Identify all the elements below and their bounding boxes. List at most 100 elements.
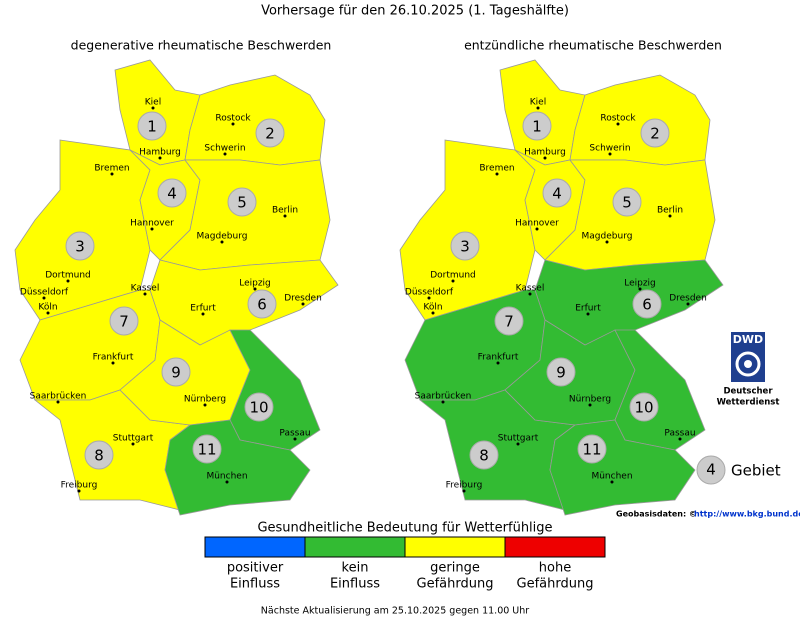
region-circle: [109, 306, 139, 336]
source-link[interactable]: http://www.bkg.bund.de: [694, 510, 800, 519]
title: Vorhersage für den 26.10.2025 (1. Tagesh…: [261, 4, 569, 19]
region-number: 9: [171, 364, 181, 382]
city-dot: [220, 240, 224, 244]
region-number: 2: [650, 125, 660, 143]
city-dot: [42, 296, 46, 300]
city-label: Magdeburg: [582, 232, 633, 242]
legend-label: Einfluss: [230, 577, 280, 592]
city-dot: [143, 292, 147, 296]
region-circle: [65, 231, 95, 261]
dwd-logo: DWD Deutscher Wetterdienst: [717, 332, 780, 408]
city-label: Köln: [423, 303, 442, 313]
city-dot: [201, 312, 205, 316]
city-dot: [223, 152, 227, 156]
map-subtitle: entzündliche rheumatische Beschwerden: [464, 38, 722, 53]
region-circle: [632, 289, 662, 319]
city-label: Hannover: [130, 219, 174, 229]
city-dot: [441, 400, 445, 404]
key-number: 4: [706, 461, 716, 479]
city-dot: [56, 400, 60, 404]
region-number: 3: [75, 238, 85, 256]
city-dot: [608, 152, 612, 156]
city-label: Stuttgart: [498, 434, 539, 444]
region-number: 7: [119, 313, 129, 331]
city-label: Passau: [664, 429, 695, 439]
region-number: 5: [622, 194, 632, 212]
legend-label: hohe: [539, 561, 571, 576]
region-circle: [157, 178, 187, 208]
city-label: Dresden: [669, 294, 707, 304]
region-number: 10: [634, 399, 653, 417]
city-label: Saarbrücken: [30, 392, 87, 402]
city-label: Kiel: [530, 98, 546, 108]
city-label: Düsseldorf: [405, 288, 454, 298]
city-label: Schwerin: [204, 144, 245, 154]
city-label: Saarbrücken: [415, 392, 472, 402]
region-number: 8: [479, 447, 489, 465]
logo-mark: DWD: [733, 333, 763, 346]
region-circle: [612, 187, 642, 217]
region-circle: [577, 434, 607, 464]
legend-label: positiver: [227, 561, 284, 576]
city-dot: [301, 302, 305, 306]
legend-label: geringe: [430, 561, 480, 576]
city-dot: [610, 480, 614, 484]
city-dot: [66, 279, 70, 283]
legend-label: kein: [342, 561, 369, 576]
city-dot: [586, 312, 590, 316]
region-circle: [227, 187, 257, 217]
city-dot: [111, 361, 115, 365]
city-label: Magdeburg: [197, 232, 248, 242]
city-dot: [158, 156, 162, 160]
city-label: Freiburg: [61, 481, 98, 491]
region-number: 1: [532, 118, 542, 136]
city-dot: [203, 403, 207, 407]
city-label: Köln: [38, 303, 57, 313]
region-number: 6: [642, 296, 652, 314]
region-number: 11: [582, 441, 601, 459]
city-label: Berlin: [272, 206, 298, 216]
city-dot: [46, 311, 50, 315]
city-label: Dortmund: [430, 271, 476, 281]
region-circle: [255, 118, 285, 148]
source-label: Geobasisdaten: ©: [616, 510, 697, 519]
city-label: Rostock: [600, 114, 636, 124]
city-dot: [293, 437, 297, 441]
city-dot: [150, 227, 154, 231]
city-dot: [427, 296, 431, 300]
city-label: Nürnberg: [569, 395, 611, 405]
city-dot: [516, 442, 520, 446]
region-number: 11: [197, 441, 216, 459]
logo-text: Deutscher: [723, 387, 773, 397]
city-dot: [451, 279, 455, 283]
logo-text: Wetterdienst: [717, 398, 780, 408]
region-number: 1: [147, 118, 157, 136]
logo-swirl: [744, 360, 752, 368]
city-dot: [77, 489, 81, 493]
region-number: 6: [257, 296, 267, 314]
city-dot: [231, 122, 235, 126]
city-dot: [536, 106, 540, 110]
region-circle: [244, 392, 274, 422]
region-circle: [546, 357, 576, 387]
region-circle: [161, 357, 191, 387]
city-label: Leipzig: [624, 279, 656, 289]
city-label: Erfurt: [190, 304, 216, 314]
region-circle: [469, 440, 499, 470]
city-dot: [131, 442, 135, 446]
footer: Nächste Aktualisierung am 25.10.2025 geg…: [261, 606, 529, 617]
city-dot: [668, 214, 672, 218]
city-dot: [678, 437, 682, 441]
city-dot: [528, 292, 532, 296]
key-label: Gebiet: [731, 462, 781, 480]
region-number: 2: [265, 125, 275, 143]
city-label: Passau: [279, 429, 310, 439]
region-circle: [84, 440, 114, 470]
legend-swatch: [204, 536, 306, 558]
city-label: Kassel: [516, 284, 545, 294]
city-label: Freiburg: [446, 481, 483, 491]
city-label: Stuttgart: [113, 434, 154, 444]
region-number: 3: [460, 238, 470, 256]
legend-swatch: [304, 536, 406, 558]
city-dot: [110, 172, 114, 176]
